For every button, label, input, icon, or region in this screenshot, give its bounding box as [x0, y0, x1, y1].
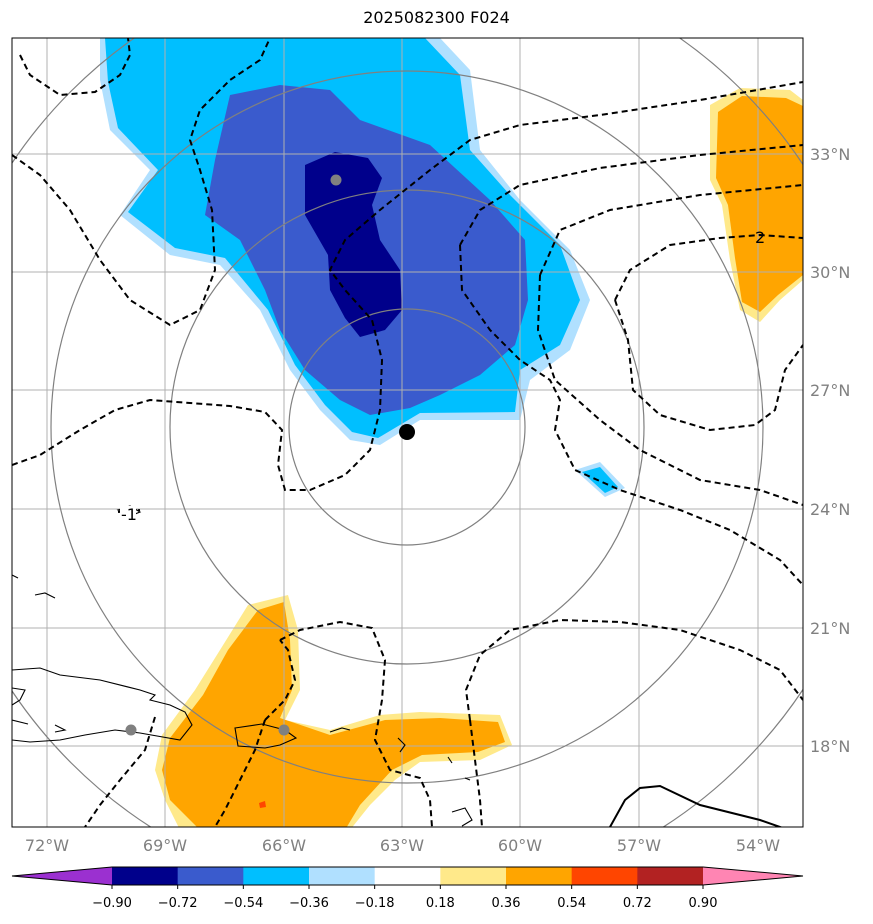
station-point-west	[125, 724, 137, 736]
colorbar-tick-label: −0.72	[158, 896, 198, 911]
colorbar-segment	[637, 867, 704, 885]
colorbar-tick-label: 0.36	[492, 896, 521, 911]
lat-axis: 33°N 30°N 27°N 24°N 21°N 18°N	[810, 145, 850, 756]
coastline-bold	[609, 784, 784, 827]
colorbar-extend-high	[703, 867, 803, 885]
colorbar-segment	[309, 867, 376, 885]
lon-label: 69°W	[143, 836, 187, 855]
colorbar-tick-label: 0.18	[426, 896, 455, 911]
colorbar-tick-label: −0.90	[92, 896, 132, 911]
colorbar-segment	[440, 867, 507, 885]
lat-label: 33°N	[810, 145, 850, 164]
lon-label: 60°W	[498, 836, 542, 855]
lon-label: 57°W	[617, 836, 661, 855]
colorbar-extend-low	[12, 867, 112, 885]
vortex-point-north	[330, 174, 342, 186]
colorbar-tick-label: 0.72	[623, 896, 652, 911]
graticule	[12, 38, 803, 827]
contour-label-bg	[120, 506, 136, 522]
colorbar-tick-label: −0.54	[223, 896, 263, 911]
contour-label-neg1: -1	[121, 505, 137, 524]
colorbar-tick-label: 0.54	[557, 896, 586, 911]
lon-label: 54°W	[736, 836, 780, 855]
coastlines	[12, 505, 782, 827]
lon-label: 63°W	[380, 836, 424, 855]
map-title: 2025082300 F024	[363, 8, 510, 27]
plot-frame	[11, 37, 804, 828]
lat-label: 21°N	[810, 619, 850, 638]
colorbar-tick-label: 0.90	[689, 896, 718, 911]
lon-label: 66°W	[262, 836, 306, 855]
lat-label: 24°N	[810, 500, 850, 519]
colorbar-segment	[506, 867, 573, 885]
contours	[12, 38, 803, 827]
colorbar-segment	[177, 867, 244, 885]
lat-label: 27°N	[810, 381, 850, 400]
station-point-east	[278, 724, 290, 736]
lon-axis: 72°W 69°W 66°W 63°W 60°W 57°W 54°W	[25, 836, 780, 855]
lat-label: 18°N	[810, 737, 850, 756]
colorbar-segment	[112, 867, 179, 885]
lon-label: 72°W	[25, 836, 69, 855]
lat-label: 30°N	[810, 263, 850, 282]
negative-anomaly-region	[100, 38, 625, 497]
range-rings	[12, 38, 803, 827]
colorbar-segment	[243, 867, 310, 885]
colorbar-segment	[374, 867, 441, 885]
colorbar: −0.90 −0.72 −0.54 −0.36 −0.18 0.18 0.36 0.54 0.7…	[11, 866, 804, 911]
storm-center-marker	[399, 424, 415, 440]
colorbar-tick-label: −0.18	[355, 896, 395, 911]
colorbar-tick-label: −0.36	[289, 896, 329, 911]
contour-label-2: 2	[755, 228, 765, 247]
colorbar-segment	[571, 867, 638, 885]
